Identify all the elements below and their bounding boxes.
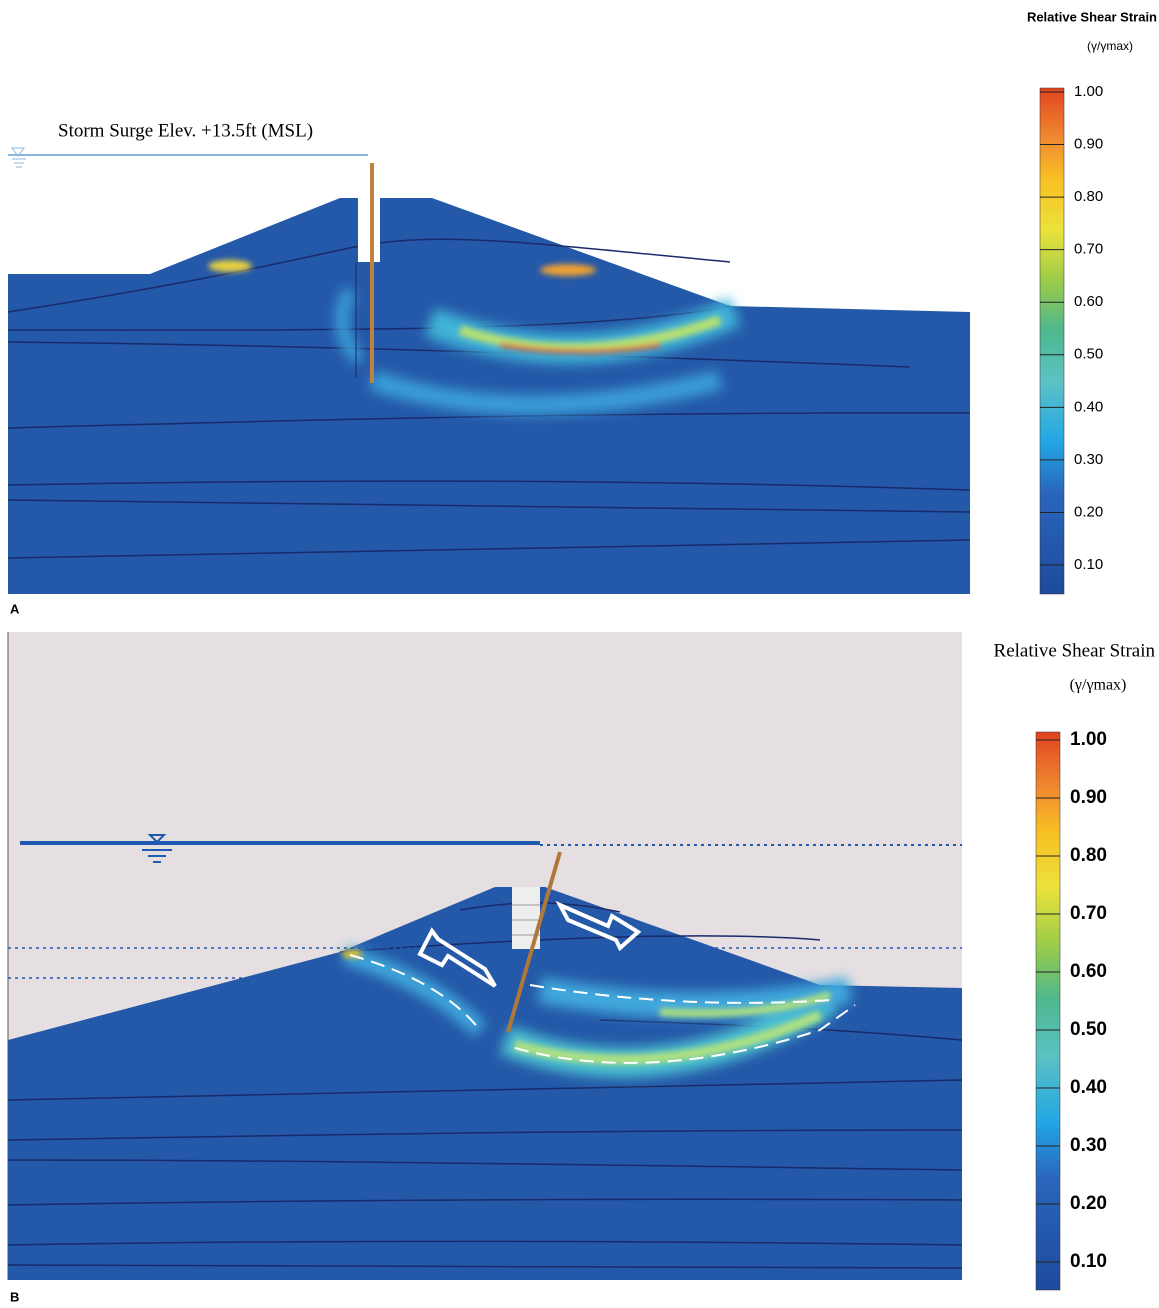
colorbar-tick-label: 0.50 — [1070, 1019, 1107, 1040]
colorbar-tick-label: 0.30 — [1074, 451, 1103, 468]
colorbar-tick-label: 0.80 — [1074, 188, 1103, 205]
colorbar-tick-label: 0.30 — [1070, 1135, 1107, 1156]
colorbar-tick-label: 0.40 — [1074, 398, 1103, 415]
legend-unit: (γ/γmax) — [1087, 39, 1133, 53]
legend-title: Relative Shear Strain — [1027, 9, 1157, 24]
colorbar-tick-label: 0.70 — [1070, 903, 1107, 924]
colorbar-tick-label: 0.70 — [1074, 241, 1103, 258]
colorbar-tick-label: 0.40 — [1070, 1077, 1107, 1098]
colorbar — [1040, 88, 1064, 594]
legend-unit: (γ/γmax) — [1070, 677, 1127, 694]
panel-label: A — [10, 601, 20, 616]
colorbar-tick-label: 0.60 — [1074, 293, 1103, 310]
colorbar-tick-label: 0.10 — [1070, 1251, 1107, 1272]
panel-a: Storm Surge Elev. +13.5ft (MSL) A — [8, 120, 970, 616]
figure: Storm Surge Elev. +13.5ft (MSL) A B Rela — [0, 0, 1159, 1308]
colorbar-tick-label: 1.00 — [1074, 83, 1103, 100]
colorbar-tick-label: 0.90 — [1070, 787, 1107, 808]
panel-b: B — [8, 632, 962, 1304]
colorbar-tick-label: 0.60 — [1070, 961, 1107, 982]
colorbar-tick-label: 0.90 — [1074, 136, 1103, 153]
colorbar-tick-label: 0.10 — [1074, 556, 1103, 573]
water-symbol — [12, 148, 26, 167]
notch — [358, 198, 380, 262]
panel-label: B — [10, 1289, 19, 1304]
annotation: Storm Surge Elev. +13.5ft (MSL) — [58, 120, 313, 141]
legend-title: Relative Shear Strain — [994, 640, 1156, 661]
colorbar-tick-label: 0.20 — [1074, 503, 1103, 520]
colorbar-tick-label: 0.80 — [1070, 845, 1107, 866]
legends: Relative Shear Strain (γ/γmax) 1.00 0.90 0.8… — [994, 9, 1158, 1290]
colorbar-tick-label: 0.50 — [1074, 346, 1103, 363]
colorbar-tick-label: 1.00 — [1070, 729, 1107, 750]
colorbar — [1036, 732, 1060, 1290]
colorbar-tick-label: 0.20 — [1070, 1193, 1107, 1214]
